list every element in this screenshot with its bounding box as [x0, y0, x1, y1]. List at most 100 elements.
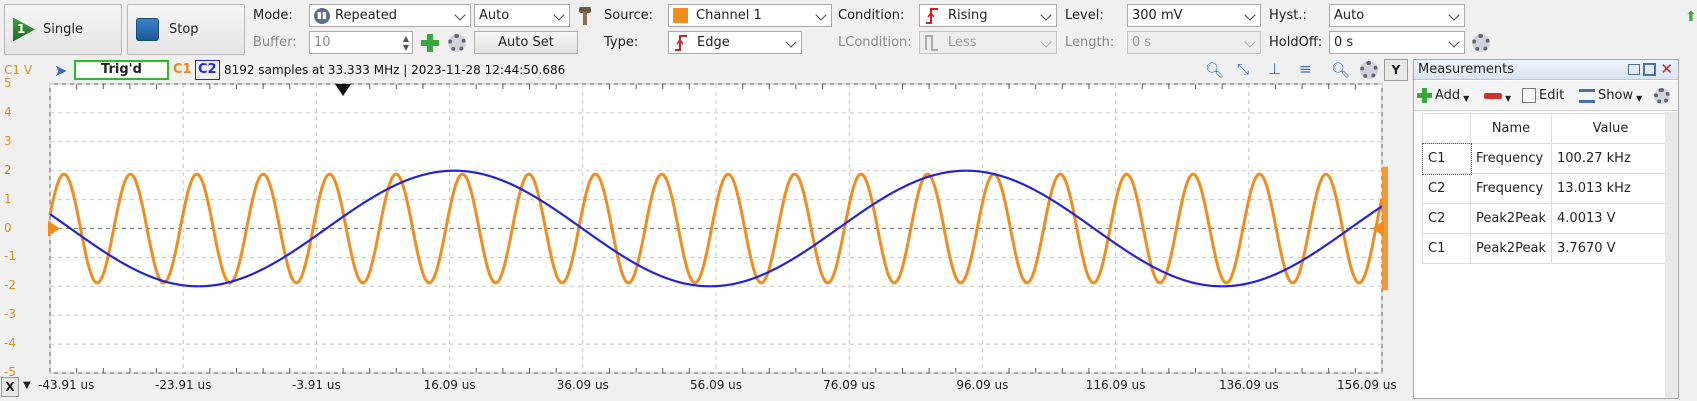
measurement-name: Peak2Peak	[1469, 203, 1553, 234]
x-tick-label: -3.91 us	[292, 378, 341, 392]
measurement-value: 4.0013 V	[1551, 203, 1671, 234]
type-select[interactable]: Edge	[668, 31, 802, 54]
x-button-label: X	[5, 380, 15, 394]
hyst-label: Hyst.:	[1269, 8, 1307, 23]
auto-value: Auto	[479, 8, 510, 23]
level-label: Level:	[1065, 8, 1104, 23]
mode-select[interactable]: ▮▮ Repeated	[309, 4, 471, 27]
show-measurement-button[interactable]: Show ▼	[1579, 88, 1642, 103]
table-row[interactable]: C2 Frequency 13.013 kHz	[1422, 173, 1671, 204]
buffer-stepper[interactable]: 10 ▲ ▼	[309, 31, 413, 54]
measurements-title: Measurements	[1418, 62, 1515, 77]
spin-up-icon[interactable]: ▲	[402, 34, 409, 43]
y-tick-label: 1	[4, 191, 12, 206]
repeated-icon: ▮▮	[314, 7, 330, 24]
zoom-icon[interactable]: 🔍︎	[1205, 61, 1225, 79]
edit-measurement-button[interactable]: Edit	[1522, 88, 1564, 103]
level-select[interactable]: 300 mV	[1127, 4, 1261, 27]
y-tick-label: 2	[4, 162, 12, 177]
table-row[interactable]: C1 Peak2Peak 3.7670 V	[1422, 233, 1671, 264]
remove-icon	[1484, 92, 1502, 99]
c1-offset-marker	[48, 220, 60, 237]
chevron-down-icon: ▼	[1505, 94, 1512, 103]
vertical-scrollbar[interactable]	[1665, 112, 1678, 398]
holdoff-label: HoldOff:	[1269, 35, 1323, 50]
add-measurement-button[interactable]: Add ▼	[1417, 88, 1469, 103]
x-tick-label: 56.09 us	[689, 378, 743, 392]
c2-channel-toggle[interactable]: C2	[195, 60, 220, 80]
chevron-down-icon[interactable]: ▼	[23, 380, 31, 391]
c1-channel-toggle[interactable]: C1	[173, 62, 192, 77]
condition-select[interactable]: Rising	[919, 4, 1057, 27]
chevron-down-icon	[1040, 9, 1052, 21]
measurements-table: Name Value C1 Frequency 100.27 kHz C2 Freque…	[1421, 113, 1671, 264]
x-axis-button[interactable]: X	[1, 377, 19, 397]
up-arrow-icon[interactable]: ⬆	[1685, 9, 1697, 25]
arrow-right-icon[interactable]: ➤	[54, 61, 68, 80]
lcondition-select[interactable]: Less	[919, 31, 1057, 54]
add-icon[interactable]	[421, 34, 439, 52]
y-button-label: Y	[1391, 63, 1401, 77]
holdoff-select[interactable]: 0 s	[1329, 31, 1465, 54]
marker-multi-icon[interactable]: ≡	[1299, 60, 1312, 78]
single-button[interactable]: 1 Single	[4, 4, 122, 55]
measurement-name: Frequency	[1469, 143, 1553, 174]
trig-status: Trig'd	[101, 62, 142, 77]
length-label: Length:	[1065, 35, 1115, 50]
chevron-down-icon	[1448, 36, 1460, 48]
auto-set-label: Auto Set	[498, 35, 554, 50]
close-icon[interactable]: ✕	[1660, 60, 1673, 78]
remove-measurement-button[interactable]: ▼	[1484, 88, 1511, 103]
trigger-level-marker	[1372, 220, 1384, 237]
edge-icon	[675, 34, 687, 51]
cursor-icon[interactable]: ⤡	[1237, 60, 1250, 78]
y-tick-label: -3	[4, 307, 16, 322]
oscilloscope-plot[interactable]	[0, 81, 1411, 378]
holdoff-value: 0 s	[1334, 35, 1354, 50]
condition-value: Rising	[948, 8, 988, 23]
table-row[interactable]: C2 Peak2Peak 4.0013 V	[1422, 203, 1671, 234]
source-select[interactable]: Channel 1	[668, 4, 832, 27]
type-label: Type:	[604, 35, 639, 50]
chevron-down-icon	[1244, 36, 1256, 48]
chevron-down-icon	[454, 9, 466, 21]
auto-select[interactable]: Auto	[474, 4, 570, 27]
source-label: Source:	[604, 8, 654, 23]
restore-icon[interactable]	[1628, 64, 1640, 75]
measurement-value: 3.7670 V	[1551, 233, 1671, 264]
hyst-select[interactable]: Auto	[1329, 4, 1465, 27]
y-tick-label: -4	[4, 336, 16, 351]
stop-button[interactable]: Stop	[127, 4, 245, 55]
y-tick-label: -2	[4, 278, 16, 293]
marker-icon[interactable]: ⊥	[1268, 60, 1282, 78]
zoom-out-icon[interactable]: 🔍︎	[1331, 61, 1351, 79]
gear-icon[interactable]	[1654, 88, 1670, 104]
stop-label: Stop	[169, 22, 199, 37]
length-select[interactable]: 0 s	[1127, 31, 1261, 54]
gear-icon[interactable]	[1360, 61, 1378, 79]
chevron-down-icon: ▼	[1636, 94, 1643, 103]
chevron-down-icon	[553, 9, 565, 21]
single-icon: 1	[13, 17, 35, 42]
measurement-name: Frequency	[1469, 173, 1553, 204]
y-tick-label: -5	[4, 365, 16, 379]
acquisition-info: 8192 samples at 33.333 MHz | 2023-11-28 …	[224, 63, 566, 77]
maximize-icon[interactable]	[1643, 63, 1656, 76]
spin-down-icon[interactable]: ▼	[402, 43, 409, 52]
y-axis-button[interactable]: Y	[1384, 59, 1408, 81]
auto-set-button[interactable]: Auto Set	[474, 31, 578, 54]
measurement-value: 13.013 kHz	[1551, 173, 1671, 204]
hammer-icon[interactable]	[579, 7, 591, 25]
gear-icon[interactable]	[1472, 34, 1490, 52]
gear-icon[interactable]	[448, 34, 466, 52]
channel1-color-icon	[673, 8, 688, 23]
stop-icon	[136, 18, 159, 41]
x-tick-label: 96.09 us	[956, 378, 1009, 392]
chevron-down-icon: ▼	[1463, 94, 1470, 103]
table-row[interactable]: C1 Frequency 100.27 kHz	[1421, 142, 1671, 175]
source-value: Channel 1	[696, 8, 762, 23]
trigger-position-marker	[335, 84, 352, 96]
measurement-name: Peak2Peak	[1469, 233, 1553, 264]
less-icon	[925, 34, 938, 51]
table-header-row: Name Value	[1422, 113, 1671, 144]
